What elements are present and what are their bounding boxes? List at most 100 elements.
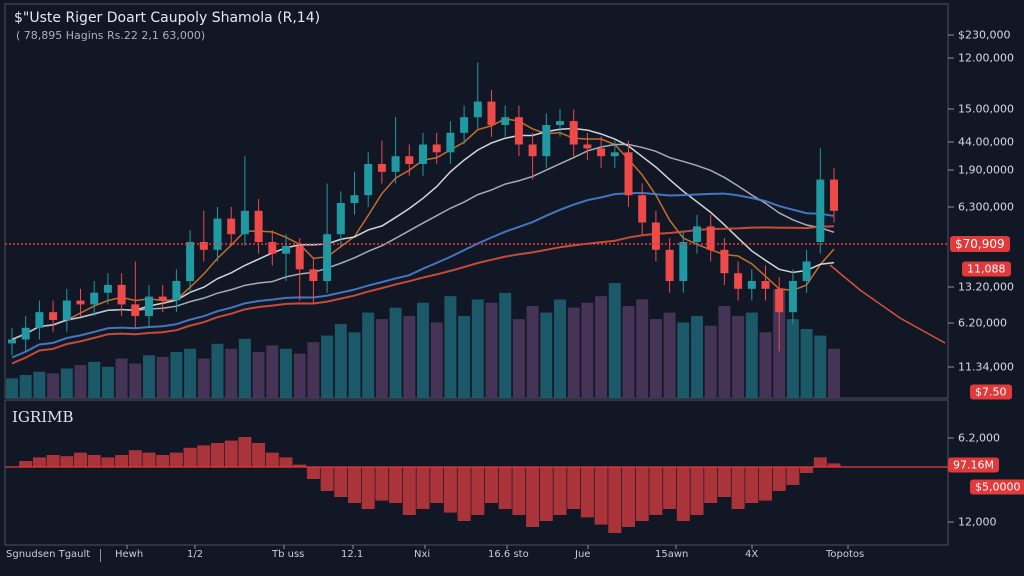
oscillator-bar <box>19 461 33 467</box>
candle-body <box>336 203 345 235</box>
volume-bar <box>225 348 238 398</box>
volume-bar <box>828 348 840 398</box>
volume-bar <box>814 335 827 398</box>
volume-bar <box>211 343 224 398</box>
y-tick-label: 6,300,000 <box>958 200 1014 214</box>
candle-body <box>295 245 304 270</box>
candle-body <box>350 195 359 203</box>
oscillator-bar <box>361 467 375 509</box>
oscillator-bar <box>512 467 526 515</box>
candle-body <box>8 339 16 344</box>
oscillator-bar <box>430 467 444 503</box>
volume-bar <box>622 306 635 398</box>
x-tick-label: Jue <box>575 549 591 560</box>
candle-body <box>597 148 606 157</box>
oscillator-bar <box>731 467 745 509</box>
candle-body <box>364 164 373 196</box>
volume-bar <box>74 365 87 398</box>
volume-bar <box>266 345 279 398</box>
volume-bar <box>430 322 443 398</box>
oscillator-bar <box>238 437 252 467</box>
candle-body <box>227 218 236 235</box>
oscillator-bar <box>759 467 772 501</box>
candle-body <box>268 242 277 254</box>
candle-body <box>761 281 770 289</box>
candle-body <box>21 327 30 340</box>
volume-bar <box>238 338 251 398</box>
candle-body <box>432 144 441 153</box>
oscillator-bar <box>526 467 540 527</box>
candle-body <box>103 284 112 293</box>
x-tick-label: Tb uss <box>272 549 305 560</box>
oscillator-bar <box>498 467 512 509</box>
oscillator-bar <box>375 467 389 501</box>
x-tick-label: 4X <box>745 549 759 560</box>
candle-body <box>583 144 592 149</box>
volume-bar <box>280 348 292 398</box>
trend-extension-line <box>829 264 946 344</box>
oscillator-bar <box>74 452 87 467</box>
x-tick-label: 1/2 <box>187 549 204 560</box>
oscillator-bar <box>320 467 334 491</box>
candle-body <box>501 117 510 125</box>
y-tick-label: 13.20,000 <box>958 280 1014 294</box>
volume-bar <box>704 325 717 398</box>
oscillator-bar <box>402 467 416 515</box>
volume-bars <box>6 283 840 398</box>
x-axis-ticks <box>126 545 849 549</box>
volume-bar <box>6 378 18 398</box>
y-tick-label: 6.20,000 <box>958 316 1007 330</box>
candle-body <box>487 101 496 125</box>
candle-body <box>514 117 523 145</box>
candle-body <box>446 132 455 153</box>
volume-bar <box>540 312 553 398</box>
oscillator-bar <box>211 443 224 467</box>
candle-body <box>62 300 71 320</box>
volume-bar <box>252 352 265 398</box>
volume-bar <box>745 312 758 398</box>
candle-body <box>679 242 688 281</box>
oscillator-bar <box>60 456 74 467</box>
oscillator-bar <box>800 467 814 473</box>
chart-title: $"Uste Riger Doart Caupoly Shamola (R,14… <box>14 10 321 26</box>
oscillator-bar <box>443 467 457 513</box>
candle-body <box>665 249 674 281</box>
oscillator-bar <box>46 455 60 467</box>
volume-bar <box>567 307 580 398</box>
candle-body <box>610 152 619 157</box>
candle-body <box>419 144 427 164</box>
volume-bar <box>526 306 539 398</box>
volume-bar <box>101 366 114 398</box>
oscillator-bar <box>101 457 115 467</box>
volume-bar <box>718 306 731 398</box>
oscillator-bar <box>663 467 677 509</box>
oscillator-bar <box>279 457 293 467</box>
x-axis-left-label: Sgnudsen Tgault <box>6 549 91 560</box>
volume-bar <box>663 312 676 398</box>
oscillator-bar <box>183 447 197 467</box>
indicator-panel-border <box>4 399 949 546</box>
volume-bar <box>786 319 799 398</box>
candle-body <box>624 152 633 196</box>
candle-body <box>131 304 140 317</box>
candle-body <box>377 164 386 172</box>
candle-body <box>158 296 167 301</box>
oscillator-bar <box>348 467 361 503</box>
candle-body <box>405 156 414 164</box>
volume-bar <box>485 302 498 398</box>
candle-body <box>240 210 249 235</box>
volume-bar <box>348 332 361 398</box>
oscillator-bar <box>676 467 690 521</box>
candle-body <box>651 222 660 250</box>
candle-body <box>309 269 318 281</box>
candle-body <box>391 156 400 172</box>
price-tag-secondary: 11,088 <box>962 261 1011 277</box>
y-tick-label: $230,000 <box>958 28 1011 42</box>
candle-body <box>802 261 811 281</box>
volume-bar <box>197 358 210 398</box>
x-tick-label: 15awn <box>655 549 689 560</box>
y-axis-ticks <box>948 34 954 523</box>
volume-bar <box>334 324 347 398</box>
oscillator-bar <box>334 467 348 497</box>
volume-bar <box>800 329 813 398</box>
